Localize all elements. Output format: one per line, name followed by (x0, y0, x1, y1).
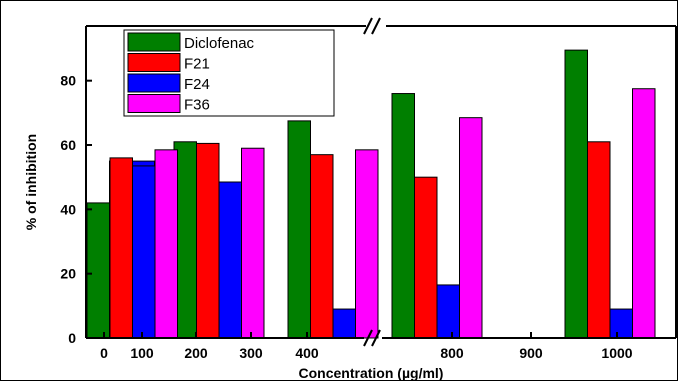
bar-f36-200 (241, 147, 265, 339)
legend-swatch-f36 (127, 94, 181, 113)
legend-swatch-f24 (127, 73, 181, 93)
x-tick-label: 400 (295, 345, 319, 361)
x-tick-label: 100 (130, 345, 154, 361)
bar-f21-400 (310, 154, 334, 339)
y-tick-label: 40 (60, 201, 76, 217)
x-axis-title: Concentration (µg/ml) (299, 365, 444, 381)
bar-f21-200 (196, 142, 220, 339)
axes-layer (85, 17, 677, 347)
bar-f24-400 (332, 308, 356, 339)
legend-label-diclofenac: Diclofenac (184, 35, 255, 52)
bars-layer (86, 49, 656, 339)
x-tick-label: 200 (184, 345, 208, 361)
bar-diclofenac-100 (86, 202, 110, 339)
legend-swatch-f21 (127, 53, 181, 72)
bar-f21-overlay-100 (109, 157, 133, 339)
bar-f24-200 (218, 181, 242, 339)
axis-break-mark (363, 329, 373, 347)
bar-f36-overlay-100 (154, 149, 178, 339)
y-tick-label: 80 (60, 73, 76, 89)
bar-f21-800 (414, 176, 438, 339)
bar-f24-800 (436, 284, 460, 339)
legend: Diclofenac F21 F24 F36 (123, 29, 335, 117)
bar-f24-1000 (609, 308, 633, 339)
axis-break-mark (371, 329, 381, 347)
legend-swatch-diclofenac (127, 32, 181, 52)
x-tick-label: 800 (440, 345, 464, 361)
bar-diclofenac-800 (391, 93, 415, 339)
x-tick-label: 900 (519, 345, 543, 361)
x-tick-label: 300 (239, 345, 263, 361)
axis-break-mark (363, 17, 373, 35)
axis-break-mark (371, 17, 381, 35)
bar-f36-1000 (632, 88, 656, 339)
y-tick-label: 60 (60, 137, 76, 153)
y-tick-label: 20 (60, 266, 76, 282)
bar-diclofenac-1000 (564, 49, 588, 339)
legend-label-f24: F24 (184, 76, 210, 93)
legend-label-f36: F36 (184, 97, 210, 114)
bar-f36-400 (355, 149, 379, 339)
x-tick-label: 0 (100, 345, 108, 361)
legend-label-f21: F21 (184, 56, 210, 73)
bar-f24-overlay-100 (132, 165, 156, 339)
x-tick-label: 1000 (601, 345, 632, 361)
y-axis-title: % of inhibition (23, 134, 39, 230)
y-tick-label: 0 (68, 330, 76, 346)
bar-f36-800 (459, 117, 483, 339)
bar-diclofenac-400 (287, 120, 311, 339)
bar-f21-1000 (587, 141, 611, 339)
